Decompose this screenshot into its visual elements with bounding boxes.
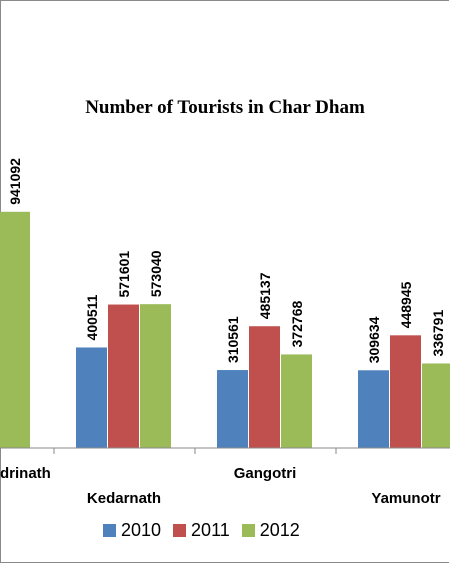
bar-yamunotri-2011 — [390, 335, 421, 448]
bar-gangotri-2012 — [281, 354, 312, 448]
legend-swatch-2012 — [241, 524, 255, 537]
data-label-yamunotri-2011: 448945 — [398, 281, 414, 328]
data-label-gangotri-2012: 372768 — [289, 301, 305, 348]
legend-label-2011: 2011 — [191, 520, 230, 540]
data-label-yamunotri-2012: 336791 — [430, 310, 446, 357]
category-label-gangotri: Gangotri — [234, 465, 297, 482]
bar-kedarnath-2012 — [140, 304, 171, 448]
bar-kedarnath-2010 — [76, 347, 107, 448]
legend-label-2010: 2010 — [121, 520, 162, 540]
data-label-kedarnath-2011: 571601 — [116, 251, 132, 298]
bar-gangotri-2011 — [249, 326, 280, 448]
legend-item-2010: 2010 — [103, 520, 161, 541]
legend-swatch-2010 — [103, 524, 116, 537]
bar-badrinath-2012 — [0, 211, 30, 448]
data-label-gangotri-2010: 310561 — [225, 316, 241, 363]
data-label-gangotri-2011: 485137 — [257, 272, 273, 319]
bar-yamunotri-2010 — [358, 370, 389, 448]
legend-swatch-2011 — [173, 524, 187, 537]
legend: 2010 2011 2012 — [103, 520, 312, 541]
legend-label-2012: 2012 — [259, 520, 300, 540]
data-label-kedarnath-2012: 573040 — [148, 250, 164, 297]
data-label-yamunotri-2010: 309634 — [366, 316, 382, 363]
category-label-badrinath: drinath — [0, 465, 51, 482]
data-label-kedarnath-2010: 400511 — [84, 294, 100, 340]
category-label-yamunotri: Yamunotr — [371, 490, 440, 507]
chart-title: Number of Tourists in Char Dham — [85, 97, 365, 118]
category-label-kedarnath: Kedarnath — [87, 490, 161, 507]
bar-gangotri-2010 — [217, 370, 248, 448]
legend-item-2011: 2011 — [173, 520, 230, 541]
bar-yamunotri-2012 — [422, 363, 450, 448]
bar-kedarnath-2011 — [108, 304, 139, 448]
legend-item-2012: 2012 — [241, 520, 300, 541]
data-label-badrinath-2012: 941092 — [7, 158, 23, 205]
